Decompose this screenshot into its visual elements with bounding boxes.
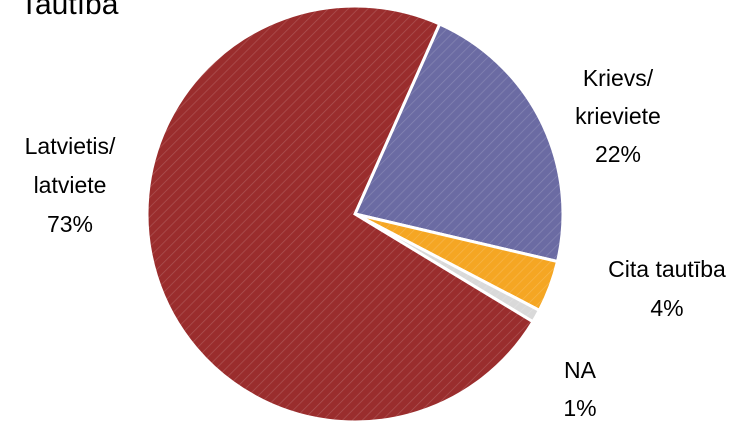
chart-title: Tautība	[20, 0, 119, 21]
slice-percent-cita: 4%	[650, 295, 683, 321]
pie-slice-krievs-hatch	[355, 23, 563, 262]
pie-slices	[145, 4, 565, 422]
pie-slice-cita-hatch	[355, 214, 558, 311]
slice-label-latvietis-line1: Latvietis/	[25, 133, 116, 159]
slice-percent-na: 1%	[563, 395, 596, 421]
slice-label-latvietis-line2: latviete	[34, 172, 107, 198]
slice-label-na: NA	[564, 357, 597, 383]
pie-slice-latvietis-hatch	[147, 5, 533, 422]
slice-percent-krievs: 22%	[595, 141, 641, 167]
slice-percent-latvietis: 73%	[47, 211, 93, 237]
slice-label-krievs-line1: Krievs/	[583, 65, 654, 91]
slice-label-cita: Cita tautība	[608, 256, 726, 282]
slice-label-krievs-line2: krieviete	[575, 103, 661, 129]
